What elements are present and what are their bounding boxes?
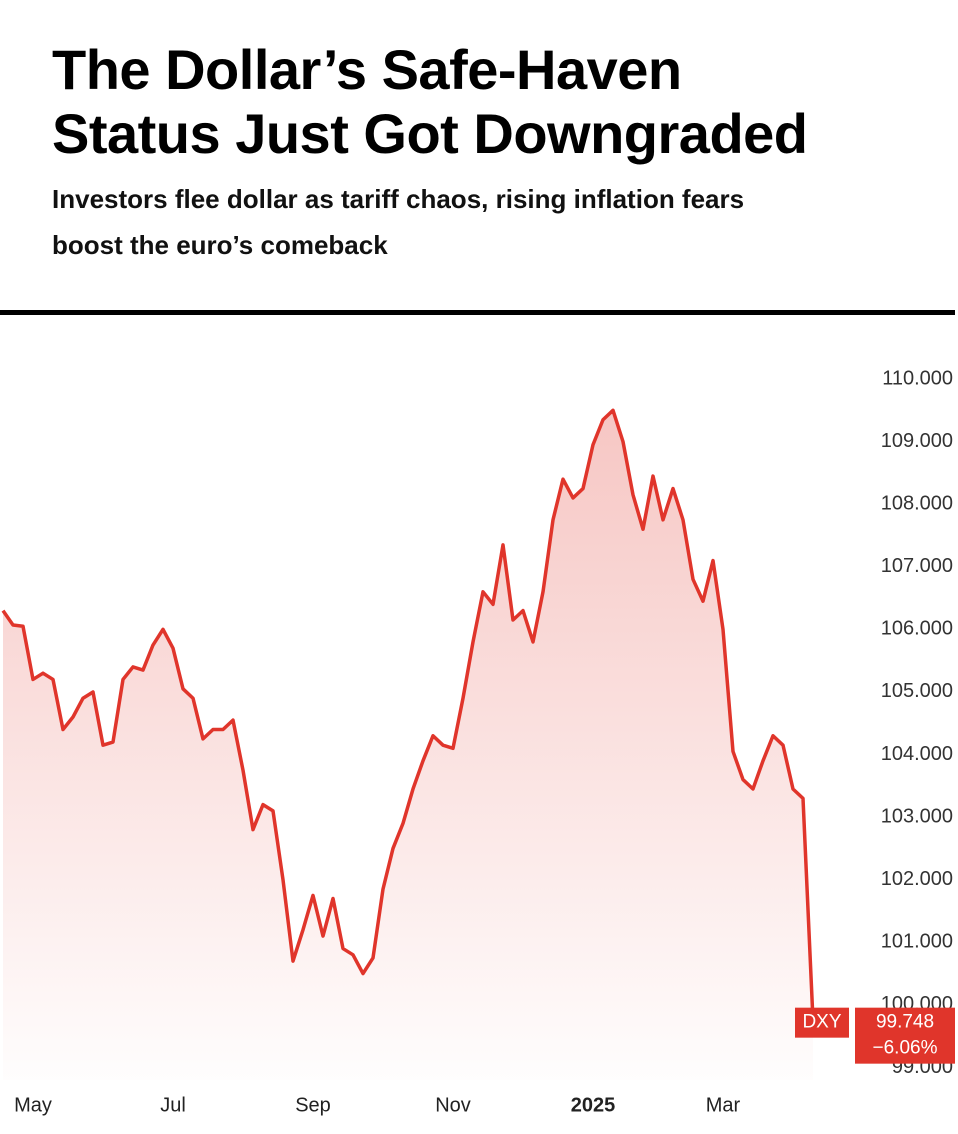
y-tick-label: 102.000 [881, 868, 953, 890]
y-tick-label: 108.000 [881, 492, 953, 514]
title-line: The Dollar’s Safe-Haven [52, 38, 682, 101]
y-tick-label: 103.000 [881, 805, 953, 827]
y-tick-label: 106.000 [881, 618, 953, 640]
last-value: 99.748 [876, 1012, 934, 1033]
series-name: DXY [802, 1012, 841, 1033]
y-tick-label: 107.000 [881, 555, 953, 577]
title: The Dollar’s Safe-Haven Status Just Got … [52, 38, 808, 166]
value-badge [855, 1007, 955, 1064]
change-label: −6.06% [873, 1038, 938, 1059]
y-tick-label: 104.000 [881, 743, 953, 765]
subtitle: Investors flee dollar as tariff chaos, r… [52, 176, 744, 268]
x-tick-label: Jul [160, 1094, 186, 1116]
x-tick-label: 2025 [571, 1094, 616, 1116]
x-tick-label: Sep [295, 1094, 331, 1116]
line [1, 408, 815, 1021]
series-badge [795, 1007, 849, 1038]
y-tick-label: 105.000 [881, 680, 953, 702]
area [3, 410, 813, 1080]
subtitle-line: Investors flee dollar as tariff chaos, r… [52, 184, 745, 214]
divider [0, 310, 955, 315]
x-tick-label: May [14, 1094, 52, 1116]
y-tick-label: 109.000 [881, 430, 953, 452]
subtitle-line: boost the euro’s comeback [52, 230, 388, 260]
title-line: Status Just Got Downgraded [52, 102, 808, 165]
y-tick-label: 110.000 [882, 367, 953, 389]
y-tick-label: 101.000 [881, 931, 953, 953]
x-tick-label: Mar [706, 1094, 741, 1116]
x-tick-label: Nov [435, 1094, 471, 1116]
